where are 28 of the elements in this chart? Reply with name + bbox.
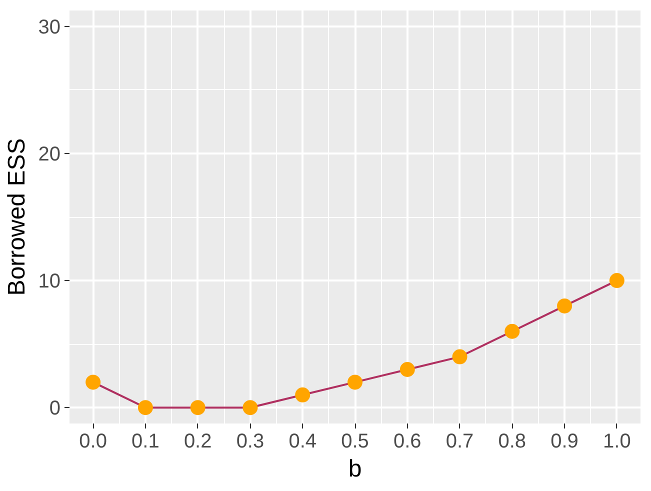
x-tick-label: 1.0 xyxy=(603,430,631,452)
x-tick-label: 0.2 xyxy=(184,430,212,452)
x-axis-title: b xyxy=(348,456,362,482)
point xyxy=(609,273,624,288)
x-tick-label: 0.1 xyxy=(132,430,160,452)
y-tick-label: 0 xyxy=(49,398,60,420)
x-tick-label: 0.9 xyxy=(550,430,578,452)
x-tick-label: 0.3 xyxy=(236,430,264,452)
point xyxy=(504,324,520,339)
point xyxy=(348,374,362,390)
point xyxy=(190,400,206,416)
point xyxy=(295,387,310,402)
x-tick-label: 0.8 xyxy=(498,430,526,452)
point xyxy=(138,400,153,416)
x-tick-label: 0.7 xyxy=(446,430,474,452)
y-axis-title: Borrowed ESS xyxy=(3,138,30,296)
y-tick-label: 30 xyxy=(38,16,61,38)
point xyxy=(452,349,468,364)
x-tick-label: 0.4 xyxy=(288,430,317,452)
y-tick-label: 10 xyxy=(38,270,61,293)
x-tick-label: 0.0 xyxy=(79,430,107,452)
x-tick-label: 0.6 xyxy=(393,430,422,452)
point xyxy=(242,400,258,416)
y-tick-label: 20 xyxy=(38,143,61,166)
point xyxy=(400,362,415,377)
point xyxy=(86,374,101,390)
x-tick-label: 0.5 xyxy=(341,430,369,452)
point xyxy=(557,298,572,314)
